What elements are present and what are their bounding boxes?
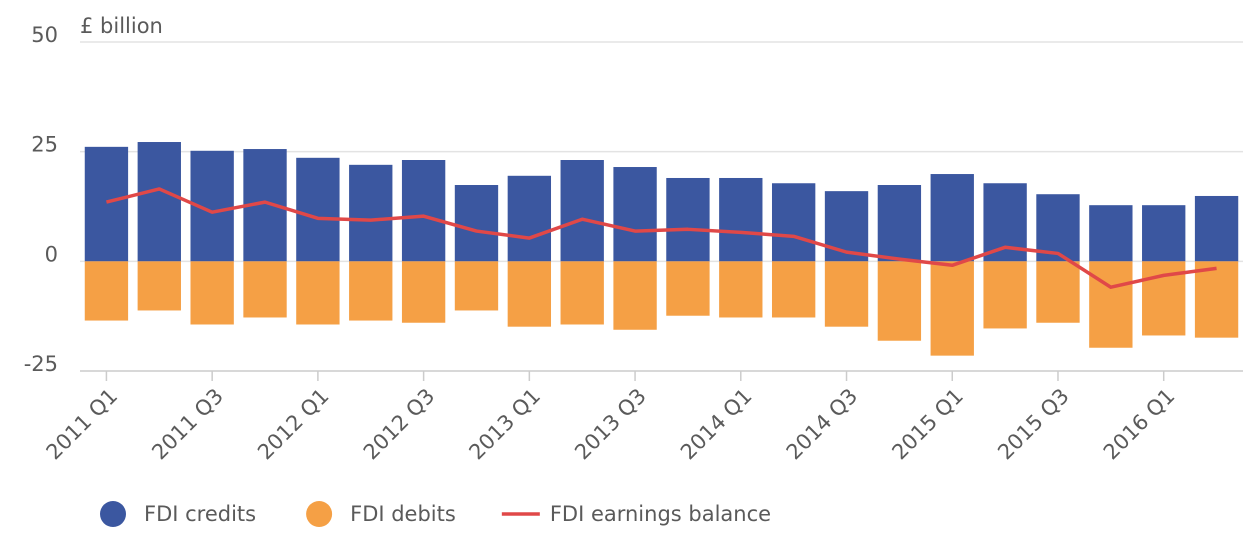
bar <box>719 261 763 318</box>
bar <box>349 164 393 262</box>
bar <box>824 191 869 262</box>
bar <box>296 261 340 325</box>
bar <box>137 142 181 262</box>
bar <box>930 261 974 356</box>
legend-label: FDI earnings balance <box>550 502 771 526</box>
bar <box>560 160 604 262</box>
bar <box>771 261 816 318</box>
y-tick-label: 50 <box>31 23 58 47</box>
bar <box>84 146 129 262</box>
legend-label: FDI credits <box>144 502 256 526</box>
legend-label: FDI debits <box>350 502 456 526</box>
x-tick-label: 2014 Q1 <box>676 384 757 465</box>
x-tick-label: 2016 Q1 <box>1099 384 1180 465</box>
bar <box>401 261 446 323</box>
bar <box>560 261 604 325</box>
bar <box>296 157 340 262</box>
bar <box>824 261 869 327</box>
x-tick-label: 2012 Q3 <box>359 384 440 465</box>
bar <box>1142 205 1186 262</box>
bar <box>84 261 129 321</box>
y-tick-label: -25 <box>24 352 58 376</box>
bar <box>243 261 287 318</box>
x-tick-label: 2015 Q3 <box>993 384 1074 465</box>
bar <box>666 261 710 316</box>
y-axis-label: £ billion <box>80 14 163 38</box>
bar <box>454 185 499 262</box>
x-tick-label: 2013 Q1 <box>464 384 545 465</box>
bar <box>719 177 763 262</box>
bar <box>349 261 393 321</box>
bar <box>1036 261 1080 323</box>
x-tick-label: 2015 Q1 <box>887 384 968 465</box>
bar <box>930 174 974 262</box>
bar <box>1194 195 1239 262</box>
bar <box>454 261 499 311</box>
bar <box>1089 261 1133 348</box>
x-tick-label: 2011 Q1 <box>42 384 123 465</box>
bar <box>613 167 657 262</box>
bar <box>983 261 1027 329</box>
bar <box>1089 205 1133 262</box>
line <box>106 187 1217 289</box>
legend-swatch <box>306 501 333 527</box>
y-tick-label: 0 <box>45 242 58 266</box>
bar <box>877 261 922 341</box>
bar <box>613 261 657 330</box>
x-tick-label: 2014 Q3 <box>782 384 863 465</box>
legend-swatch <box>100 501 126 527</box>
bar <box>666 177 710 262</box>
bar <box>771 183 816 262</box>
bar <box>1194 261 1239 338</box>
bar <box>507 261 552 327</box>
bar <box>507 175 552 262</box>
y-tick-label: 25 <box>31 133 58 157</box>
bar <box>401 160 446 262</box>
x-tick-label: 2011 Q3 <box>147 384 228 465</box>
bar <box>190 261 234 325</box>
x-tick-label: 2012 Q1 <box>253 384 334 465</box>
bar <box>137 261 181 311</box>
bar <box>877 185 922 262</box>
x-tick-label: 2013 Q3 <box>570 384 651 465</box>
